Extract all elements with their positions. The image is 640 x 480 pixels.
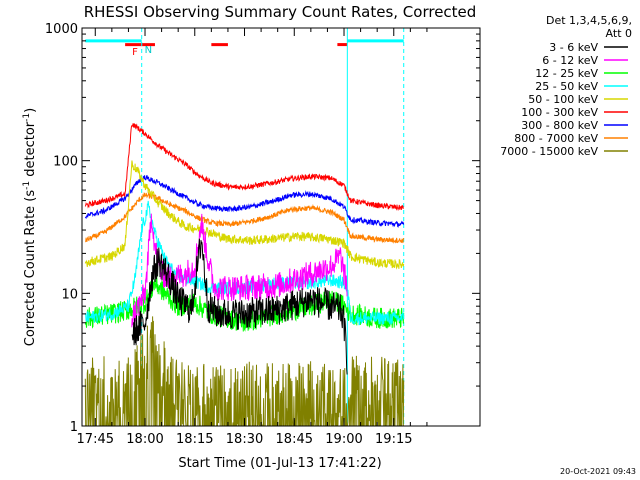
y-tick-label-1: 10 bbox=[61, 287, 78, 302]
y-tick-label-3: 1000 bbox=[45, 22, 78, 37]
legend-label-3: 25 - 50 keV bbox=[535, 80, 598, 93]
series-line-3 bbox=[84, 200, 405, 326]
legend-header-detectors: Det 1,3,4,5,6,9, bbox=[546, 14, 632, 27]
x-tick-label-5: 19:00 bbox=[325, 432, 362, 447]
series-line-5 bbox=[84, 123, 404, 212]
legend-label-7: 800 - 7000 keV bbox=[514, 132, 598, 145]
x-tick-label-1: 18:00 bbox=[126, 432, 163, 447]
y-axis-label-sup2: -1 bbox=[22, 113, 32, 122]
night-flag: N bbox=[145, 45, 152, 56]
x-axis-label: Start Time (01-Jul-13 17:41:22) bbox=[178, 456, 381, 471]
y-axis-label-part1: Corrected Count Rate (s bbox=[23, 190, 38, 347]
legend-label-5: 100 - 300 keV bbox=[521, 106, 598, 119]
x-tick-label-2: 18:15 bbox=[176, 432, 213, 447]
legend-label-8: 7000 - 15000 keV bbox=[500, 145, 598, 158]
x-tick-label-4: 18:45 bbox=[276, 432, 313, 447]
y-axis-label-part2: detector bbox=[23, 121, 38, 181]
legend-label-1: 6 - 12 keV bbox=[542, 54, 598, 67]
x-tick-label-6: 19:15 bbox=[375, 432, 412, 447]
legend-header-attenuator: Att 0 bbox=[606, 27, 632, 40]
series-line-7 bbox=[85, 191, 405, 244]
y-axis: 1 10 100 1000 bbox=[45, 22, 480, 435]
footer-timestamp: 20-Oct-2021 09:43 bbox=[560, 467, 636, 476]
y-axis-label-part3: ) bbox=[23, 108, 38, 113]
x-tick-label-3: 18:30 bbox=[226, 432, 263, 447]
series-line-0 bbox=[131, 238, 348, 375]
legend-label-2: 12 - 25 keV bbox=[535, 67, 598, 80]
y-axis-label-sup1: -1 bbox=[22, 181, 32, 190]
series-line-8 bbox=[84, 316, 405, 427]
flare-flag: F bbox=[132, 47, 138, 58]
series-line-4 bbox=[84, 160, 405, 270]
legend-label-4: 50 - 100 keV bbox=[528, 93, 598, 106]
y-axis-label: Corrected Count Rate (s-1 detector-1) bbox=[22, 108, 38, 346]
y-tick-label-2: 100 bbox=[53, 155, 78, 170]
series-lines bbox=[84, 123, 405, 427]
legend-label-0: 3 - 6 keV bbox=[549, 41, 598, 54]
y-tick-label-0: 1 bbox=[70, 420, 78, 435]
x-axis: 17:45 18:00 18:15 18:30 18:45 19:00 19:15 bbox=[77, 28, 428, 447]
x-tick-label-0: 17:45 bbox=[77, 432, 114, 447]
legend-label-6: 300 - 800 keV bbox=[521, 119, 598, 132]
series-line-6 bbox=[84, 174, 405, 228]
chart-title: RHESSI Observing Summary Count Rates, Co… bbox=[84, 3, 477, 21]
plot-frame bbox=[81, 27, 481, 427]
